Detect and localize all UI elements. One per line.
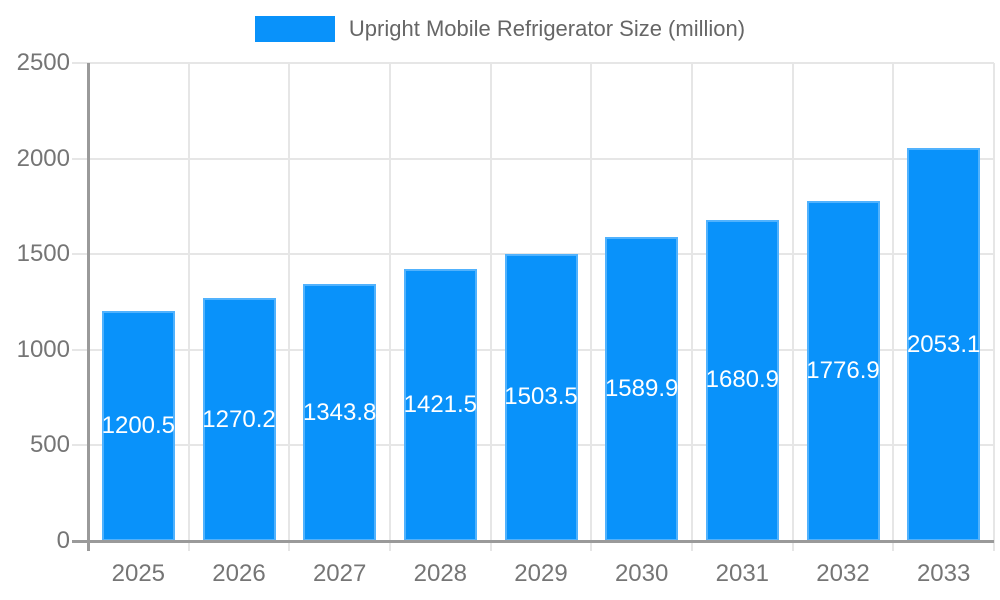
x-tick-mark [288,541,291,551]
bar-2026[interactable] [202,298,276,541]
y-gridline [88,157,994,160]
bar-2032[interactable] [806,201,880,541]
bar-2029[interactable] [504,253,578,541]
x-tick-mark [389,541,391,551]
x-tick-label: 2028 [413,560,468,587]
bar-2028[interactable] [403,269,477,541]
x-gridline [993,63,995,541]
x-tick-mark [791,541,794,551]
x-tick-label: 2031 [715,560,770,587]
y-tick-label: 0 [56,527,70,554]
x-tick-label: 2026 [212,560,266,587]
bar-2031[interactable] [705,219,779,541]
legend-label: Upright Mobile Refrigerator Size (millio… [348,16,746,41]
y-tick-label: 1500 [16,240,70,268]
x-gridline [187,63,190,541]
y-tick-mark [72,253,88,256]
legend-swatch [254,16,335,42]
x-tick-label: 2033 [916,560,971,587]
x-gridline [288,63,291,541]
y-axis-line [87,63,90,551]
x-gridline [590,63,593,541]
x-gridline [389,63,391,541]
x-tick-mark [187,541,190,551]
x-gridline [691,63,693,541]
x-tick-label: 2030 [614,560,669,587]
legend-item[interactable]: Upright Mobile Refrigerator Size (millio… [0,15,1000,43]
y-gridline [88,62,994,64]
x-tick-label: 2027 [312,560,367,587]
x-tick-label: 2029 [514,560,568,587]
x-gridline [791,63,794,541]
y-tick-mark [72,348,88,351]
x-tick-mark [892,541,895,551]
x-tick-label: 2025 [111,560,166,587]
x-gridline [489,63,492,541]
bar-2030[interactable] [605,237,679,541]
x-tick-mark [489,541,492,551]
bar-2033[interactable] [907,148,981,541]
y-tick-mark [72,157,88,160]
y-tick-label: 2000 [16,144,70,172]
bar-2027[interactable] [303,284,377,541]
y-tick-label: 1000 [16,335,70,363]
x-tick-label: 2032 [816,560,870,587]
bar-2025[interactable] [101,311,175,541]
x-tick-mark [590,541,593,551]
y-tick-mark [72,444,88,447]
x-tick-mark [993,541,995,551]
x-tick-mark [691,541,693,551]
y-tick-label: 2500 [16,49,70,76]
x-gridline [892,63,895,541]
y-tick-label: 500 [29,431,70,459]
x-axis-line [72,540,994,543]
y-tick-mark [72,62,88,64]
